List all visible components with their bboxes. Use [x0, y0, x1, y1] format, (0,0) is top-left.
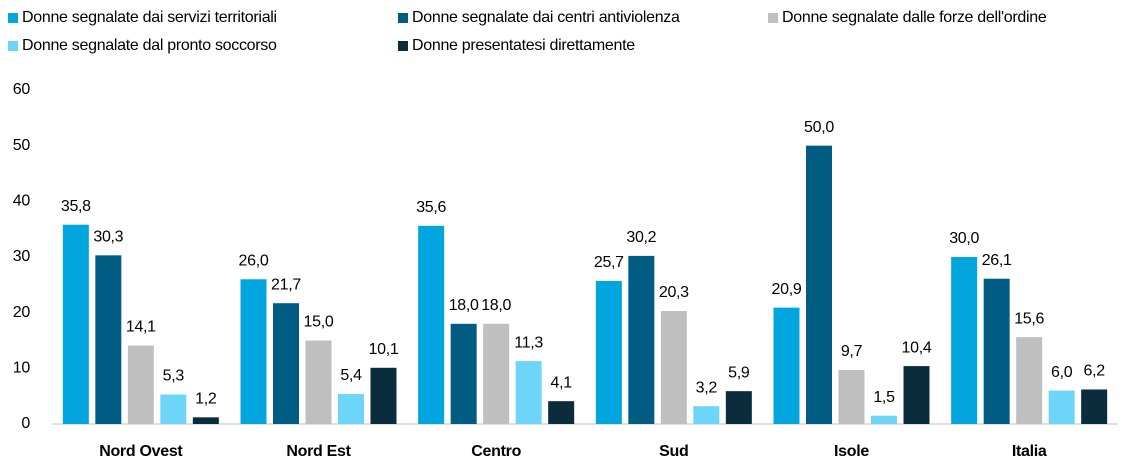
legend-label: Donne segnalate dal pronto soccorso: [22, 37, 277, 54]
bar: [1016, 337, 1043, 424]
y-tick-label: 40: [13, 193, 31, 210]
data-label: 6,0: [1051, 364, 1073, 381]
legend-label: Donne presentatesi direttamente: [412, 37, 635, 54]
data-label: 1,2: [195, 391, 217, 408]
data-label: 20,9: [772, 281, 802, 298]
bar: [725, 391, 752, 424]
bar: [305, 340, 332, 424]
data-label: 25,7: [594, 254, 624, 271]
bar: [338, 393, 364, 424]
data-label: 18,0: [449, 297, 479, 314]
y-tick-label: 50: [13, 137, 31, 154]
legend-swatch: [8, 41, 18, 51]
y-tick-label: 20: [13, 304, 31, 321]
data-label: 11,3: [514, 334, 543, 351]
bar: [160, 394, 187, 424]
data-label: 10,4: [902, 339, 932, 356]
y-tick-label: 0: [21, 415, 30, 432]
data-label: 35,8: [61, 198, 91, 215]
bar: [127, 345, 154, 424]
data-label: 26,0: [239, 252, 269, 269]
data-label: 14,1: [126, 319, 156, 336]
legend-swatch: [398, 41, 408, 51]
data-label: 5,9: [728, 364, 750, 381]
bar: [871, 415, 897, 424]
data-label: 18,0: [481, 297, 511, 314]
legend-label: Donne segnalate dai servizi territoriali: [22, 9, 277, 26]
x-tick-label: Sud: [659, 443, 688, 460]
data-label: 10,1: [369, 341, 399, 358]
data-label: 1,5: [873, 389, 895, 406]
legend-swatch: [768, 13, 778, 23]
y-tick-label: 10: [13, 360, 31, 377]
bar: [595, 280, 622, 424]
bar: [450, 323, 477, 424]
data-label: 6,2: [1083, 363, 1105, 380]
bar: [693, 406, 720, 424]
x-tick-label: Nord Ovest: [99, 443, 183, 460]
data-label: 50,0: [804, 119, 834, 136]
bar: [1048, 390, 1075, 424]
bar: [1081, 389, 1108, 424]
data-label: 20,3: [659, 284, 689, 301]
bar: [903, 366, 930, 424]
bar: [240, 279, 267, 424]
bar: [838, 370, 865, 424]
bar: [418, 225, 445, 424]
y-tick-label: 30: [13, 248, 31, 265]
legend-swatch: [398, 13, 408, 23]
data-label: 5,3: [163, 368, 185, 385]
data-label: 3,2: [696, 379, 718, 396]
data-label: 4,1: [550, 374, 572, 391]
bar: [62, 224, 89, 424]
x-tick-label: Italia: [1012, 443, 1047, 460]
bar: [515, 361, 542, 424]
bar: [548, 401, 575, 424]
y-tick-label: 60: [13, 81, 31, 98]
data-label: 5,4: [340, 367, 362, 384]
bar: [95, 255, 122, 424]
x-tick-label: Isole: [834, 443, 869, 460]
legend-label: Donne segnalate dai centri antiviolenza: [412, 9, 680, 26]
legend-label: Donne segnalate dalle forze dell'ordine: [782, 9, 1047, 26]
bar: [983, 278, 1010, 424]
bar: [192, 417, 219, 424]
bar: [773, 307, 800, 424]
legend-swatch: [8, 13, 18, 23]
bar: [806, 145, 832, 424]
data-label: 30,3: [93, 229, 123, 246]
data-label: 9,7: [841, 343, 863, 360]
data-label: 26,1: [982, 252, 1012, 269]
x-tick-label: Centro: [471, 443, 521, 460]
data-label: 30,0: [949, 230, 979, 247]
bar: [273, 303, 299, 424]
bar: [660, 310, 687, 424]
x-tick-label: Nord Est: [286, 443, 351, 460]
data-label: 15,0: [304, 314, 334, 331]
bar: [483, 323, 510, 424]
data-label: 15,6: [1014, 310, 1044, 327]
bar: [628, 255, 655, 424]
bar: [370, 367, 397, 424]
data-label: 30,2: [626, 229, 656, 246]
bar: [951, 257, 978, 424]
data-label: 35,6: [416, 199, 446, 216]
data-label: 21,7: [271, 276, 301, 293]
